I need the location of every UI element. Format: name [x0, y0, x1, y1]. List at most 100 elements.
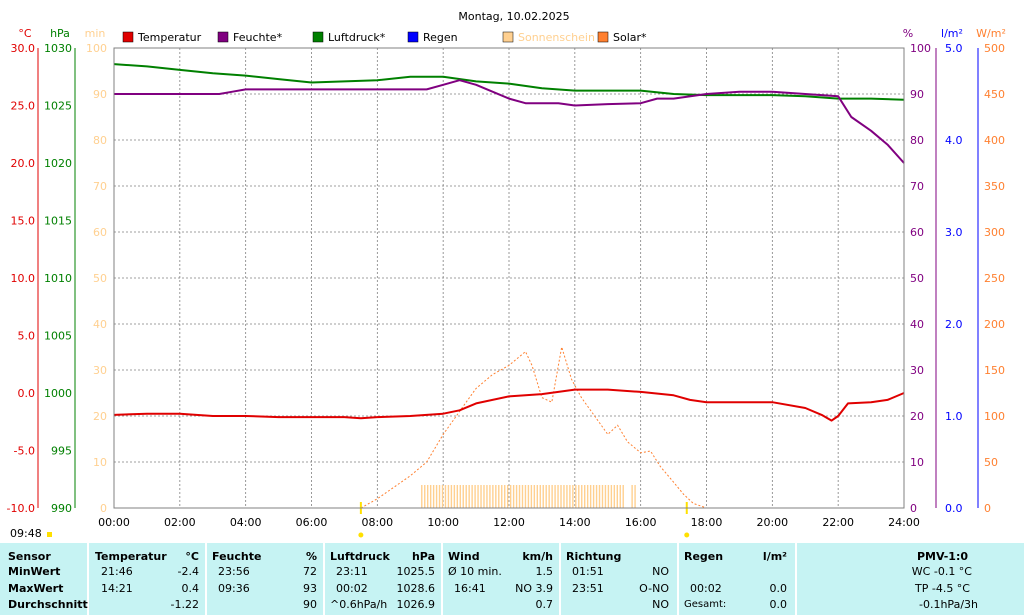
temperature-tick-label: 20.0 — [11, 157, 36, 170]
legend-label-humidity: Feuchte* — [233, 31, 283, 44]
solar-axis-unit: W/m² — [976, 27, 1006, 40]
solar-tick-label: 400 — [984, 134, 1005, 147]
column-divider — [441, 543, 443, 615]
stats-pmv-windchill: WC -0.1 °C — [911, 565, 972, 578]
temperature-tick-label: 10.0 — [11, 272, 36, 285]
stats-pressure-max: 1028.6 — [396, 582, 436, 595]
pressure-axis-unit: hPa — [50, 27, 70, 40]
stats-temperature-max-time: 14:21 — [101, 582, 133, 595]
temperature-series-line — [113, 388, 905, 422]
plot-frame — [113, 47, 905, 509]
stats-wind-max-time: 16:41 — [454, 582, 486, 595]
humidity-tick-label: 80 — [910, 134, 924, 147]
sunshine-tick-label: 90 — [93, 88, 107, 101]
solar-tick-label: 450 — [984, 88, 1005, 101]
stats-wind-max: NO 3.9 — [515, 582, 553, 595]
stats-direction-header: Richtung — [566, 550, 622, 563]
sunshine-tick-label: 10 — [93, 456, 107, 469]
solar-series-line — [360, 346, 707, 509]
solar-tick-label: 200 — [984, 318, 1005, 331]
legend-swatch-pressure — [312, 31, 324, 43]
right-axes: 10090807060504030201005.04.03.02.01.00.0… — [910, 42, 1005, 515]
stats-temperature-min: -2.4 — [177, 565, 199, 578]
stats-temperature-column: Temperatur °C 21:46 -2.4 14:21 0.4 -1.22 — [89, 543, 205, 615]
stats-direction-min: NO — [652, 565, 669, 578]
stats-wind-header: Wind — [448, 550, 480, 563]
stats-row-avg-label: Durchschnitt — [8, 598, 88, 611]
solar-tick-label: 300 — [984, 226, 1005, 239]
sunshine-axis-unit: min — [85, 27, 106, 40]
solar-tick-label: 500 — [984, 42, 1005, 55]
stats-rain-total: 0.0 — [769, 598, 788, 611]
stats-pressure-avg: 1026.9 — [396, 598, 436, 611]
humidity-tick-label: 20 — [910, 410, 924, 423]
rain-tick-label: 1.0 — [945, 410, 963, 423]
stats-table: Sensor MinWert MaxWert Durchschnitt Temp… — [0, 543, 1024, 615]
pressure-tick-label: 1025 — [44, 100, 72, 113]
pressure-series-line — [113, 63, 905, 101]
sunset-sun-icon — [684, 532, 690, 538]
solar-tick-label: 100 — [984, 410, 1005, 423]
legend-swatch-sunshine — [502, 31, 514, 43]
rain-axis-unit: l/m² — [941, 27, 963, 40]
x-tick-label: 02:00 — [164, 516, 196, 529]
stats-pressure-trend: ^0.6hPa/h — [330, 598, 388, 611]
stats-rain-header: Regen — [684, 550, 724, 563]
solar-tick-label: 150 — [984, 364, 1005, 377]
solar-tick-label: 350 — [984, 180, 1005, 193]
stats-temperature-unit: °C — [185, 550, 199, 563]
x-tick-label: 16:00 — [625, 516, 657, 529]
sunshine-tick-label: 0 — [100, 502, 107, 515]
stats-rain-max: 0.0 — [769, 582, 788, 595]
stats-direction-avg: NO — [652, 598, 669, 611]
pressure-tick-label: 1020 — [44, 157, 72, 170]
solar-tick-label: 50 — [984, 456, 998, 469]
stats-direction-max: O-NO — [639, 582, 669, 595]
pressure-tick-label: 1030 — [44, 42, 72, 55]
temperature-axis-unit: °C — [18, 27, 32, 40]
legend-swatch-temperature — [122, 31, 134, 43]
legend-label-sunshine: Sonnenschein — [518, 31, 595, 44]
solar-tick-label: 0 — [984, 502, 991, 515]
temperature-tick-label: 25.0 — [11, 100, 36, 113]
humidity-tick-label: 60 — [910, 226, 924, 239]
humidity-tick-label: 100 — [910, 42, 931, 55]
stats-temperature-max: 0.4 — [181, 582, 200, 595]
temperature-tick-label: -5.0 — [14, 445, 35, 458]
stats-temperature-min-time: 21:46 — [101, 565, 133, 578]
x-tick-label: 06:00 — [296, 516, 328, 529]
legend-item-pressure: Luftdruck* — [312, 31, 386, 44]
stats-humidity-header: Feuchte — [212, 550, 262, 563]
legend-label-temperature: Temperatur — [137, 31, 202, 44]
humidity-tick-label: 90 — [910, 88, 924, 101]
current-time-label: 09:48 — [10, 527, 42, 540]
x-tick-label: 24:00 — [888, 516, 920, 529]
stats-pmv-header: PMV-1:0 — [917, 550, 968, 563]
stats-pressure-header: Luftdruck — [330, 550, 390, 563]
rain-tick-label: 5.0 — [945, 42, 963, 55]
stats-direction-min-time: 01:51 — [572, 565, 604, 578]
stats-rain-unit: l/m² — [762, 550, 787, 563]
humidity-tick-label: 50 — [910, 272, 924, 285]
legend-label-pressure: Luftdruck* — [328, 31, 386, 44]
sunshine-tick-label: 20 — [93, 410, 107, 423]
stats-pmv-pressure-trend: -0.1hPa/3h — [919, 598, 978, 611]
temperature-tick-label: 15.0 — [11, 215, 36, 228]
column-divider — [205, 543, 207, 615]
sunshine-tick-label: 70 — [93, 180, 107, 193]
x-tick-label: 08:00 — [361, 516, 393, 529]
x-tick-label: 22:00 — [822, 516, 854, 529]
legend-item-rain: Regen — [407, 31, 458, 44]
stats-humidity-max-time: 09:36 — [218, 582, 250, 595]
x-tick-label: 18:00 — [691, 516, 723, 529]
stats-pressure-column: Luftdruck hPa 23:11 1025.5 00:02 1028.6 … — [325, 543, 441, 615]
legend-swatch-solar — [597, 31, 609, 43]
stats-wind-min: 1.5 — [535, 565, 554, 578]
stats-sensor-column: Sensor MinWert MaxWert Durchschnitt — [0, 543, 88, 615]
stats-pressure-max-time: 00:02 — [336, 582, 368, 595]
humidity-tick-label: 30 — [910, 364, 924, 377]
column-divider — [87, 543, 89, 615]
stats-rain-column: Regen l/m² 00:02 0.0 Gesamt: 0.0 — [679, 543, 795, 615]
humidity-axis-unit: % — [903, 27, 913, 40]
stats-wind-avg: 0.7 — [535, 598, 554, 611]
